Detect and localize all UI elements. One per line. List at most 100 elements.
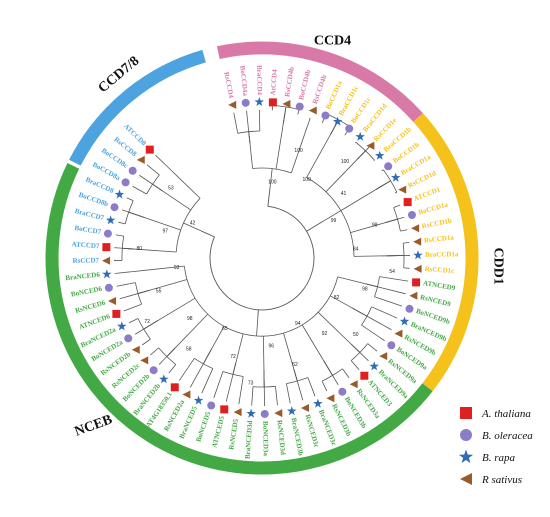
leaf-label: BoCCD1a (417, 200, 449, 216)
branch-stem (323, 360, 333, 376)
star-marker-icon (105, 215, 116, 225)
branch-arc (166, 356, 177, 365)
ring-cdd1 (413, 113, 479, 392)
square-marker-icon (112, 309, 121, 318)
branch-tip (342, 368, 350, 378)
leaf-label: BoCCD4a (238, 65, 249, 97)
branch-stem (330, 295, 353, 309)
branch-arc (137, 318, 145, 330)
branch-stem (166, 347, 176, 357)
branch-stem (235, 333, 244, 363)
triangle-marker-icon (136, 155, 145, 164)
leaf-label: AtCCD4 (269, 69, 279, 96)
star-marker-icon (391, 172, 401, 182)
branch-tip (350, 360, 360, 370)
branch-stem (385, 218, 398, 223)
branch-tip (393, 204, 401, 208)
triangle-marker-icon (108, 296, 117, 305)
bootstrap-value: 100 (341, 159, 350, 165)
circle-marker-icon (295, 102, 304, 111)
branch-tip (155, 154, 167, 166)
bootstrap-value: 65 (222, 326, 228, 332)
branch-tip (132, 185, 147, 195)
triangle-marker-icon (182, 390, 191, 399)
triangle-marker-icon (411, 224, 420, 233)
subfamily-label: CCD4 (314, 33, 351, 48)
leaf-label: RsNCED3d (275, 420, 287, 456)
branch-arc (158, 347, 168, 357)
branch-arc (264, 385, 276, 388)
bootstrap-value: 50 (353, 332, 359, 338)
species-markers (102, 97, 423, 418)
bootstrap-value: 41 (341, 191, 347, 197)
leaf-label: BraCCD1a (425, 250, 459, 259)
branch-stem (144, 217, 181, 231)
branch-arc (321, 375, 333, 382)
leaf-label: BoNCED6 (70, 285, 103, 299)
branch-arc (390, 180, 398, 193)
branch-arc (366, 306, 372, 317)
bootstrap-value: 99 (331, 218, 337, 224)
branch-tip (379, 276, 409, 282)
branch-stem (162, 190, 191, 211)
branch-stem (152, 183, 163, 192)
ring-ccd4 (216, 41, 423, 122)
branch-tip (238, 376, 244, 405)
bootstrap-value: 100 (303, 177, 312, 183)
branch-tip (403, 242, 410, 244)
circle-marker-icon (103, 229, 112, 238)
triangle-marker-icon (409, 291, 418, 300)
branch-arc (402, 243, 405, 256)
branch-tip (146, 164, 160, 176)
branch-stem (301, 324, 325, 362)
branch-stem (166, 165, 179, 178)
circle-marker-icon (207, 401, 216, 410)
leaf-label: BraNCED6 (65, 271, 101, 283)
branch-tip (321, 380, 328, 392)
leaf-label: BoCCD7 (74, 224, 102, 236)
triangle-marker-icon (308, 106, 317, 115)
circle-marker-icon (407, 211, 416, 220)
square-marker-icon (360, 371, 369, 380)
branch-tip (158, 359, 164, 365)
branch-stem (293, 369, 298, 382)
bootstrap-value: 94 (295, 321, 301, 327)
triangle-marker-icon (349, 380, 358, 389)
branch-stem (128, 211, 145, 219)
branch-tip (402, 216, 405, 219)
branch-arc (143, 328, 151, 340)
branch-arc (374, 286, 378, 297)
branch-arc (286, 380, 298, 384)
triangle-marker-icon (300, 403, 309, 412)
leaf-label: RsCCD1b (421, 217, 452, 231)
branch-tip (381, 169, 384, 172)
bootstrap-value: 98 (362, 287, 368, 293)
bootstrap-value: 53 (168, 186, 174, 192)
branch-stem (317, 311, 352, 345)
branch-stem (269, 168, 273, 189)
triangle-marker-icon (274, 409, 283, 418)
bootstrap-value: 58 (186, 347, 192, 353)
square-marker-icon (145, 145, 154, 154)
circle-marker-icon (321, 111, 330, 120)
branch-stem (137, 289, 150, 294)
branch-arc (232, 374, 244, 377)
branch-tip (374, 296, 403, 307)
branch-tip (213, 371, 224, 399)
branch-stem (365, 283, 378, 288)
leaf-label: RsCCD7 (72, 256, 99, 264)
branch-tip (362, 313, 392, 331)
branch-tip (201, 368, 214, 394)
branch-tip (246, 110, 249, 127)
star-marker-icon (313, 398, 323, 408)
branch-tip (251, 386, 254, 406)
bootstrap-value: 54 (389, 269, 395, 275)
star-marker-icon (114, 189, 125, 199)
star-marker-icon (246, 408, 256, 418)
square-marker-icon (170, 383, 179, 392)
leaf-label: RsCCD4b (311, 74, 328, 105)
branch-tip (400, 229, 408, 232)
branch-tip (286, 383, 291, 404)
circle-marker-icon (110, 203, 119, 212)
